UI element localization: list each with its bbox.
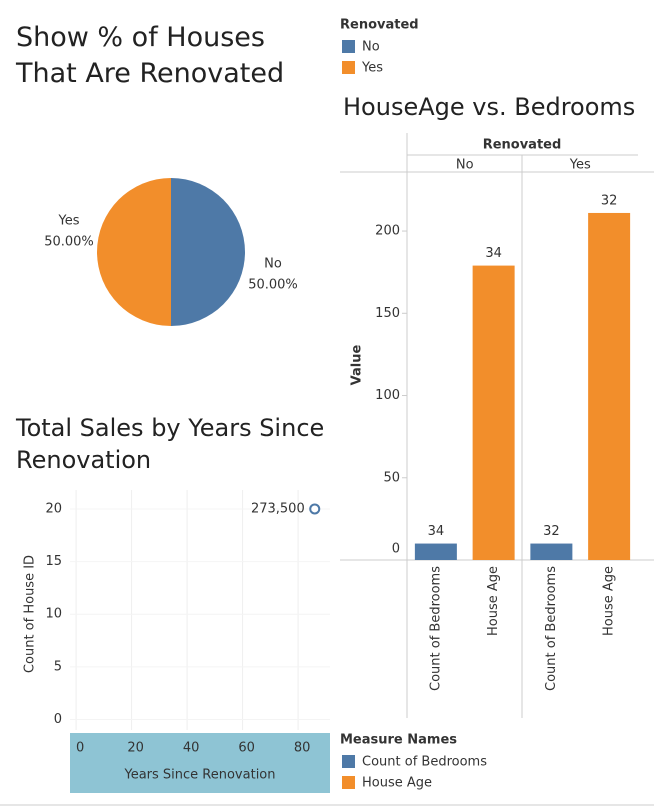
legend-label: Count of Bedrooms [362, 755, 487, 770]
x-category-label: Count of Bedrooms [544, 566, 559, 691]
y-tick-label: 15 [45, 554, 62, 569]
bar-title: HouseAge vs. Bedrooms [343, 93, 636, 121]
x-category-label: House Age [486, 566, 501, 636]
x-axis-band [70, 733, 330, 793]
scatter-title: Total Sales by Years Since Renovation [16, 414, 325, 474]
bar-label: 32 [601, 193, 618, 208]
bar-label: 34 [485, 246, 502, 261]
y-tick-label: 20 [45, 501, 62, 516]
bar-label: 34 [428, 524, 445, 539]
x-category-label: House Age [602, 566, 617, 636]
point-label: 273,500 [251, 501, 305, 516]
scatter-point [309, 503, 321, 515]
legend-title: Measure Names [340, 733, 457, 748]
slice-value-label: 50.00% [44, 235, 94, 250]
facet-label: No [456, 158, 474, 173]
pie-slice [97, 178, 171, 326]
y-tick-label: 50 [383, 470, 400, 485]
legend-label: No [362, 40, 380, 55]
legend-label: Yes [361, 61, 383, 76]
x-tick-label: 80 [294, 741, 311, 756]
y-axis-label: Value [350, 344, 365, 385]
legend-swatch [342, 755, 355, 768]
x-tick-label: 60 [238, 741, 255, 756]
legend-swatch [342, 776, 355, 789]
slice-label: Yes [58, 214, 80, 229]
bar-label: 32 [543, 524, 560, 539]
legend-swatch [342, 61, 355, 74]
y-tick-label: 10 [45, 607, 62, 622]
bar [472, 265, 515, 560]
y-tick-label: 5 [54, 659, 62, 674]
y-tick-label: 200 [375, 224, 400, 239]
bar [530, 543, 573, 560]
y-tick-label: 0 [392, 542, 400, 557]
legend-label: House Age [362, 776, 432, 791]
x-tick-label: 20 [127, 741, 144, 756]
legend-swatch [342, 40, 355, 53]
y-tick-label: 100 [375, 388, 400, 403]
x-category-label: Count of Bedrooms [428, 566, 443, 691]
slice-label: No [264, 257, 282, 272]
y-tick-label: 0 [54, 712, 62, 727]
x-tick-label: 0 [76, 741, 84, 756]
facet-title: Renovated [483, 138, 562, 153]
legend-title: Renovated [340, 18, 419, 33]
y-tick-label: 150 [375, 306, 400, 321]
slice-value-label: 50.00% [248, 278, 298, 293]
x-axis-label: Years Since Renovation [123, 768, 275, 783]
x-tick-label: 40 [183, 741, 200, 756]
facet-label: Yes [569, 158, 591, 173]
y-axis-label: Count of House ID [23, 555, 38, 673]
pie-title: Show % of Houses That Are Renovated [16, 22, 285, 89]
pie-slice [171, 178, 245, 326]
bar [588, 212, 631, 561]
bar [414, 543, 457, 560]
